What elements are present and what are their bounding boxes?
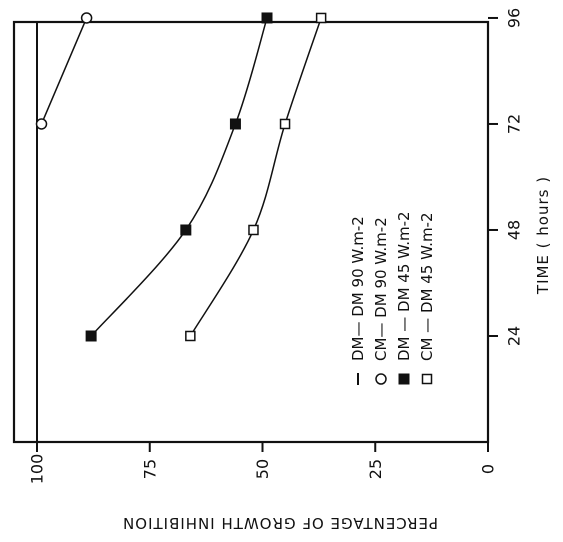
- fit-curves: [40, 17, 322, 337]
- tick-marks: [36, 16, 498, 452]
- point-series-3-0: [185, 330, 196, 342]
- point-series-1-0: [35, 118, 48, 130]
- fit-curve-series-2: [90, 17, 268, 337]
- fit-curve-series-1: [40, 17, 88, 125]
- legend-marker-3: [421, 373, 433, 385]
- percent-tick-label-75: 75: [140, 459, 159, 479]
- percent-tick-label-0: 0: [479, 464, 498, 474]
- percent-tick-label-50: 50: [253, 459, 272, 479]
- time-tick-label-96: 96: [505, 8, 524, 28]
- point-series-2-3: [261, 12, 273, 24]
- time-tick-label-72: 72: [505, 114, 524, 134]
- x-axis-title: TIME ( hours ): [534, 176, 552, 295]
- legend-label-3: CM — DM 45 W.m-2: [418, 212, 436, 361]
- legend-label-0: DM— DM 90 W.m-2: [349, 216, 367, 361]
- point-series-1-1: [80, 12, 93, 24]
- legend-marker-1: [375, 373, 387, 385]
- point-series-3-3: [315, 12, 327, 24]
- legend-label-1: CM— DM 90 W.m-2: [372, 217, 390, 361]
- legend-label-2: DM — DM 45 W.m-2: [395, 211, 413, 361]
- point-series-3-1: [248, 224, 259, 236]
- percent-tick-label-100: 100: [28, 454, 47, 485]
- time-tick-label-48: 48: [505, 220, 524, 240]
- legend-marker-2: [398, 373, 410, 385]
- y-axis-title: PERCENTAGE OF GROWTH INHIBITION: [122, 514, 438, 532]
- point-series-3-2: [279, 118, 291, 130]
- tick-labels: 24 48 72 96 0 25 50 75 100: [28, 8, 524, 484]
- point-series-2-1: [180, 224, 192, 236]
- point-series-2-0: [85, 330, 97, 342]
- data-markers: [35, 12, 327, 342]
- percent-tick-label-25: 25: [366, 459, 385, 479]
- time-tick-label-24: 24: [505, 326, 524, 346]
- legend: DM— DM 90 W.m-2 CM— DM 90 W.m-2 DM — DM 45…: [349, 211, 436, 385]
- plot-frame: [12, 20, 490, 444]
- point-series-2-2: [229, 118, 241, 130]
- fit-curve-series-3: [189, 17, 322, 337]
